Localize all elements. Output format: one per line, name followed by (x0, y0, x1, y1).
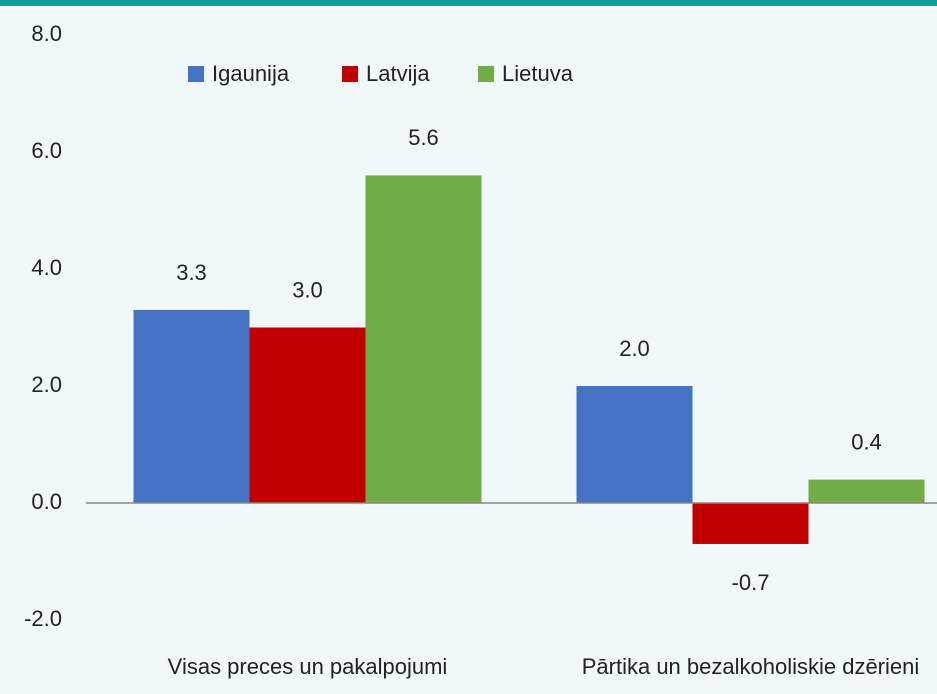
y-tick-label: -2.0 (24, 606, 62, 631)
legend-label: Latvija (366, 61, 430, 86)
data-label: 5.6 (408, 125, 439, 150)
top-border (0, 0, 937, 6)
bar (692, 503, 809, 544)
legend-swatch (478, 66, 494, 82)
bar (133, 309, 250, 503)
bar (808, 479, 925, 503)
legend-label: Igaunija (212, 61, 290, 86)
legend-swatch (188, 66, 204, 82)
legend-swatch (342, 66, 358, 82)
y-tick-label: 0.0 (31, 489, 62, 514)
bar (365, 175, 482, 503)
y-tick-label: 8.0 (31, 21, 62, 46)
bar (576, 386, 693, 503)
data-label: 2.0 (619, 336, 650, 361)
data-label: 3.3 (176, 260, 207, 285)
data-label: 0.4 (851, 429, 882, 454)
x-tick-label: Visas preces un pakalpojumi (168, 654, 448, 679)
y-tick-label: 6.0 (31, 138, 62, 163)
bar (249, 327, 366, 503)
x-tick-label: Pārtika un bezalkoholiskie dzērieni (582, 654, 920, 679)
legend-label: Lietuva (502, 61, 574, 86)
y-tick-label: 4.0 (31, 255, 62, 280)
y-tick-label: 2.0 (31, 372, 62, 397)
data-label: -0.7 (732, 570, 770, 595)
data-label: 3.0 (292, 277, 323, 302)
